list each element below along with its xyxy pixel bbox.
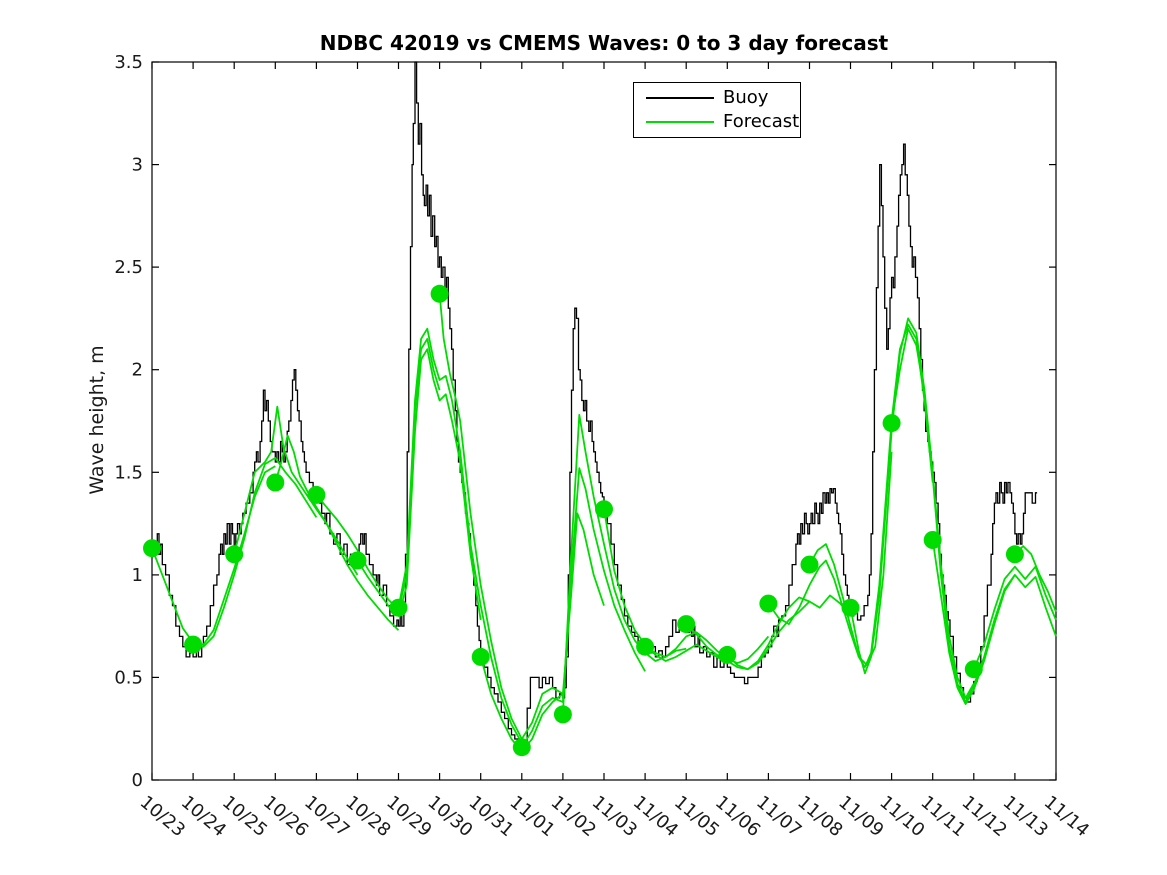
forecast-line <box>151 465 276 646</box>
buoy-series-line <box>152 61 1038 750</box>
legend-label-buoy: Buoy <box>723 87 769 108</box>
x-tick-label: 11/05 <box>670 792 723 841</box>
forecast-start-marker <box>512 738 531 757</box>
forecast-line <box>479 512 605 753</box>
x-tick-label: 10/31 <box>464 792 517 841</box>
y-tick-label: 2 <box>132 360 143 381</box>
forecast-start-marker <box>800 555 819 574</box>
forecast-start-marker <box>964 660 983 679</box>
y-tick-label: 1.5 <box>114 462 143 483</box>
x-tick-label: 11/08 <box>793 792 846 841</box>
chart-title: NDBC 42019 vs CMEMS Waves: 0 to 3 day fo… <box>319 31 889 55</box>
x-tick-label: 10/25 <box>218 792 271 841</box>
x-tick-label: 11/12 <box>958 792 1011 841</box>
x-tick-label: 10/26 <box>259 792 312 841</box>
y-tick-label: 0 <box>132 770 143 791</box>
x-tick-label: 11/07 <box>752 792 805 841</box>
forecast-line <box>562 413 687 715</box>
forecast-line <box>644 631 770 664</box>
x-tick-label: 10/29 <box>382 792 435 841</box>
forecast-line <box>972 565 1057 670</box>
forecast-start-marker <box>595 500 613 519</box>
plot-box <box>151 61 1057 781</box>
x-tick-label: 10/24 <box>177 792 230 841</box>
x-tick-label: 11/06 <box>711 792 764 841</box>
legend-label-forecast: Forecast <box>723 111 800 132</box>
x-tick-label: 11/13 <box>999 792 1052 841</box>
forecast-line <box>521 467 646 748</box>
x-tick-label: 11/04 <box>629 792 682 841</box>
forecast-start-marker <box>553 705 572 724</box>
forecast-line <box>356 348 482 621</box>
forecast-start-marker <box>923 531 942 549</box>
legend-item-buoy: Buoy <box>634 89 800 107</box>
forecast-start-marker <box>841 598 860 617</box>
forecast-start-marker <box>143 539 161 558</box>
x-tick-label: 11/10 <box>875 792 928 841</box>
forecast-line <box>726 594 852 671</box>
x-tick-label: 11/03 <box>588 792 641 841</box>
x-tick-label: 10/23 <box>136 792 189 841</box>
forecast-start-marker <box>348 551 367 570</box>
y-tick-label: 1 <box>132 565 143 586</box>
x-tick-label: 10/30 <box>423 792 476 841</box>
x-tick-label: 10/28 <box>341 792 394 841</box>
forecast-line <box>438 293 564 740</box>
forecast-start-marker <box>389 598 408 617</box>
y-tick-label: 3.5 <box>114 52 143 73</box>
buoy-line-sample <box>646 97 714 99</box>
x-tick-label: 11/11 <box>916 792 969 841</box>
forecast-start-marker <box>225 545 244 564</box>
x-tick-label: 11/01 <box>506 792 559 841</box>
forecast-start-marker <box>1005 545 1024 564</box>
forecast-start-marker <box>266 473 285 492</box>
x-tick-label: 11/14 <box>1040 792 1093 841</box>
legend-box: Buoy Forecast <box>633 82 801 138</box>
forecast-start-marker <box>430 284 449 303</box>
forecast-start-marker <box>882 414 901 433</box>
forecast-start-marker <box>184 635 203 654</box>
forecast-line <box>1014 545 1057 613</box>
forecast-start-marker <box>759 594 778 613</box>
forecast-line <box>397 327 523 744</box>
forecast-line <box>233 405 359 576</box>
forecast-start-marker <box>307 485 326 504</box>
y-axis-label: Wave height, m <box>86 345 108 495</box>
forecast-line <box>315 338 441 611</box>
forecast-start-marker <box>471 647 490 666</box>
y-tick-label: 0.5 <box>114 667 143 688</box>
forecast-start-marker <box>636 637 655 656</box>
y-tick-label: 2.5 <box>114 257 143 278</box>
legend-item-forecast: Forecast <box>634 113 800 131</box>
forecast-start-marker <box>718 645 737 664</box>
x-tick-label: 10/27 <box>300 792 353 841</box>
forecast-line <box>274 434 400 631</box>
x-tick-label: 11/02 <box>547 792 600 841</box>
forecast-line <box>603 509 728 664</box>
forecast-start-marker <box>677 615 696 634</box>
x-tick-label: 11/09 <box>834 792 887 841</box>
y-tick-label: 3 <box>132 155 143 176</box>
forecast-line <box>931 539 1057 705</box>
forecast-line <box>192 457 318 648</box>
forecast-line <box>849 317 975 699</box>
forecast-line-sample <box>646 121 714 123</box>
